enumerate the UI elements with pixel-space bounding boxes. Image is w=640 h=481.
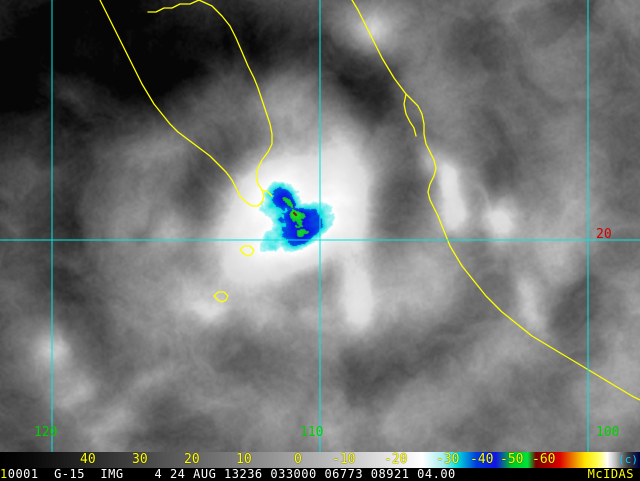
enh-tick-20: 20: [184, 452, 200, 467]
lon-label-100: 100: [596, 425, 620, 440]
status-text: 0001 G-15 IMG 4 24 AUG 13236 033000 0677…: [7, 467, 456, 481]
lon-label-120: 120: [34, 425, 58, 440]
enh-tick-m60: -60: [532, 452, 556, 467]
status-line: 10001 G-15 IMG 4 24 AUG 13236 033000 067…: [0, 468, 640, 480]
enh-tick-m30: -30: [436, 452, 460, 467]
enh-tick-m50: -50: [500, 452, 524, 467]
enh-tick-m10: -10: [332, 452, 356, 467]
coastline-overlay: [99, 0, 640, 401]
lon-label-110: 110: [300, 425, 324, 440]
enhancement-color-bar[interactable]: 40 30 20 10 0 -10 -20 -30 -40 -50 -60 (c…: [0, 452, 640, 468]
mcidas-brand-label: McIDAS: [587, 467, 634, 481]
lat-label-20: 20: [596, 227, 612, 242]
enh-tick-40: 40: [80, 452, 96, 467]
enh-tick-30: 30: [132, 452, 148, 467]
enh-tick-m20: -20: [384, 452, 408, 467]
latlon-gridlines: [0, 0, 640, 452]
frame-number: 1: [0, 467, 8, 481]
satellite-image-panel[interactable]: 120 110 100 20: [0, 0, 640, 452]
copyright-mark: (c): [618, 453, 638, 466]
enh-tick-10: 10: [236, 452, 252, 467]
enhancement-gradient: [0, 452, 640, 468]
enh-tick-m40: -40: [470, 452, 494, 467]
enh-tick-0: 0: [294, 452, 302, 467]
map-overlay: [0, 0, 640, 452]
